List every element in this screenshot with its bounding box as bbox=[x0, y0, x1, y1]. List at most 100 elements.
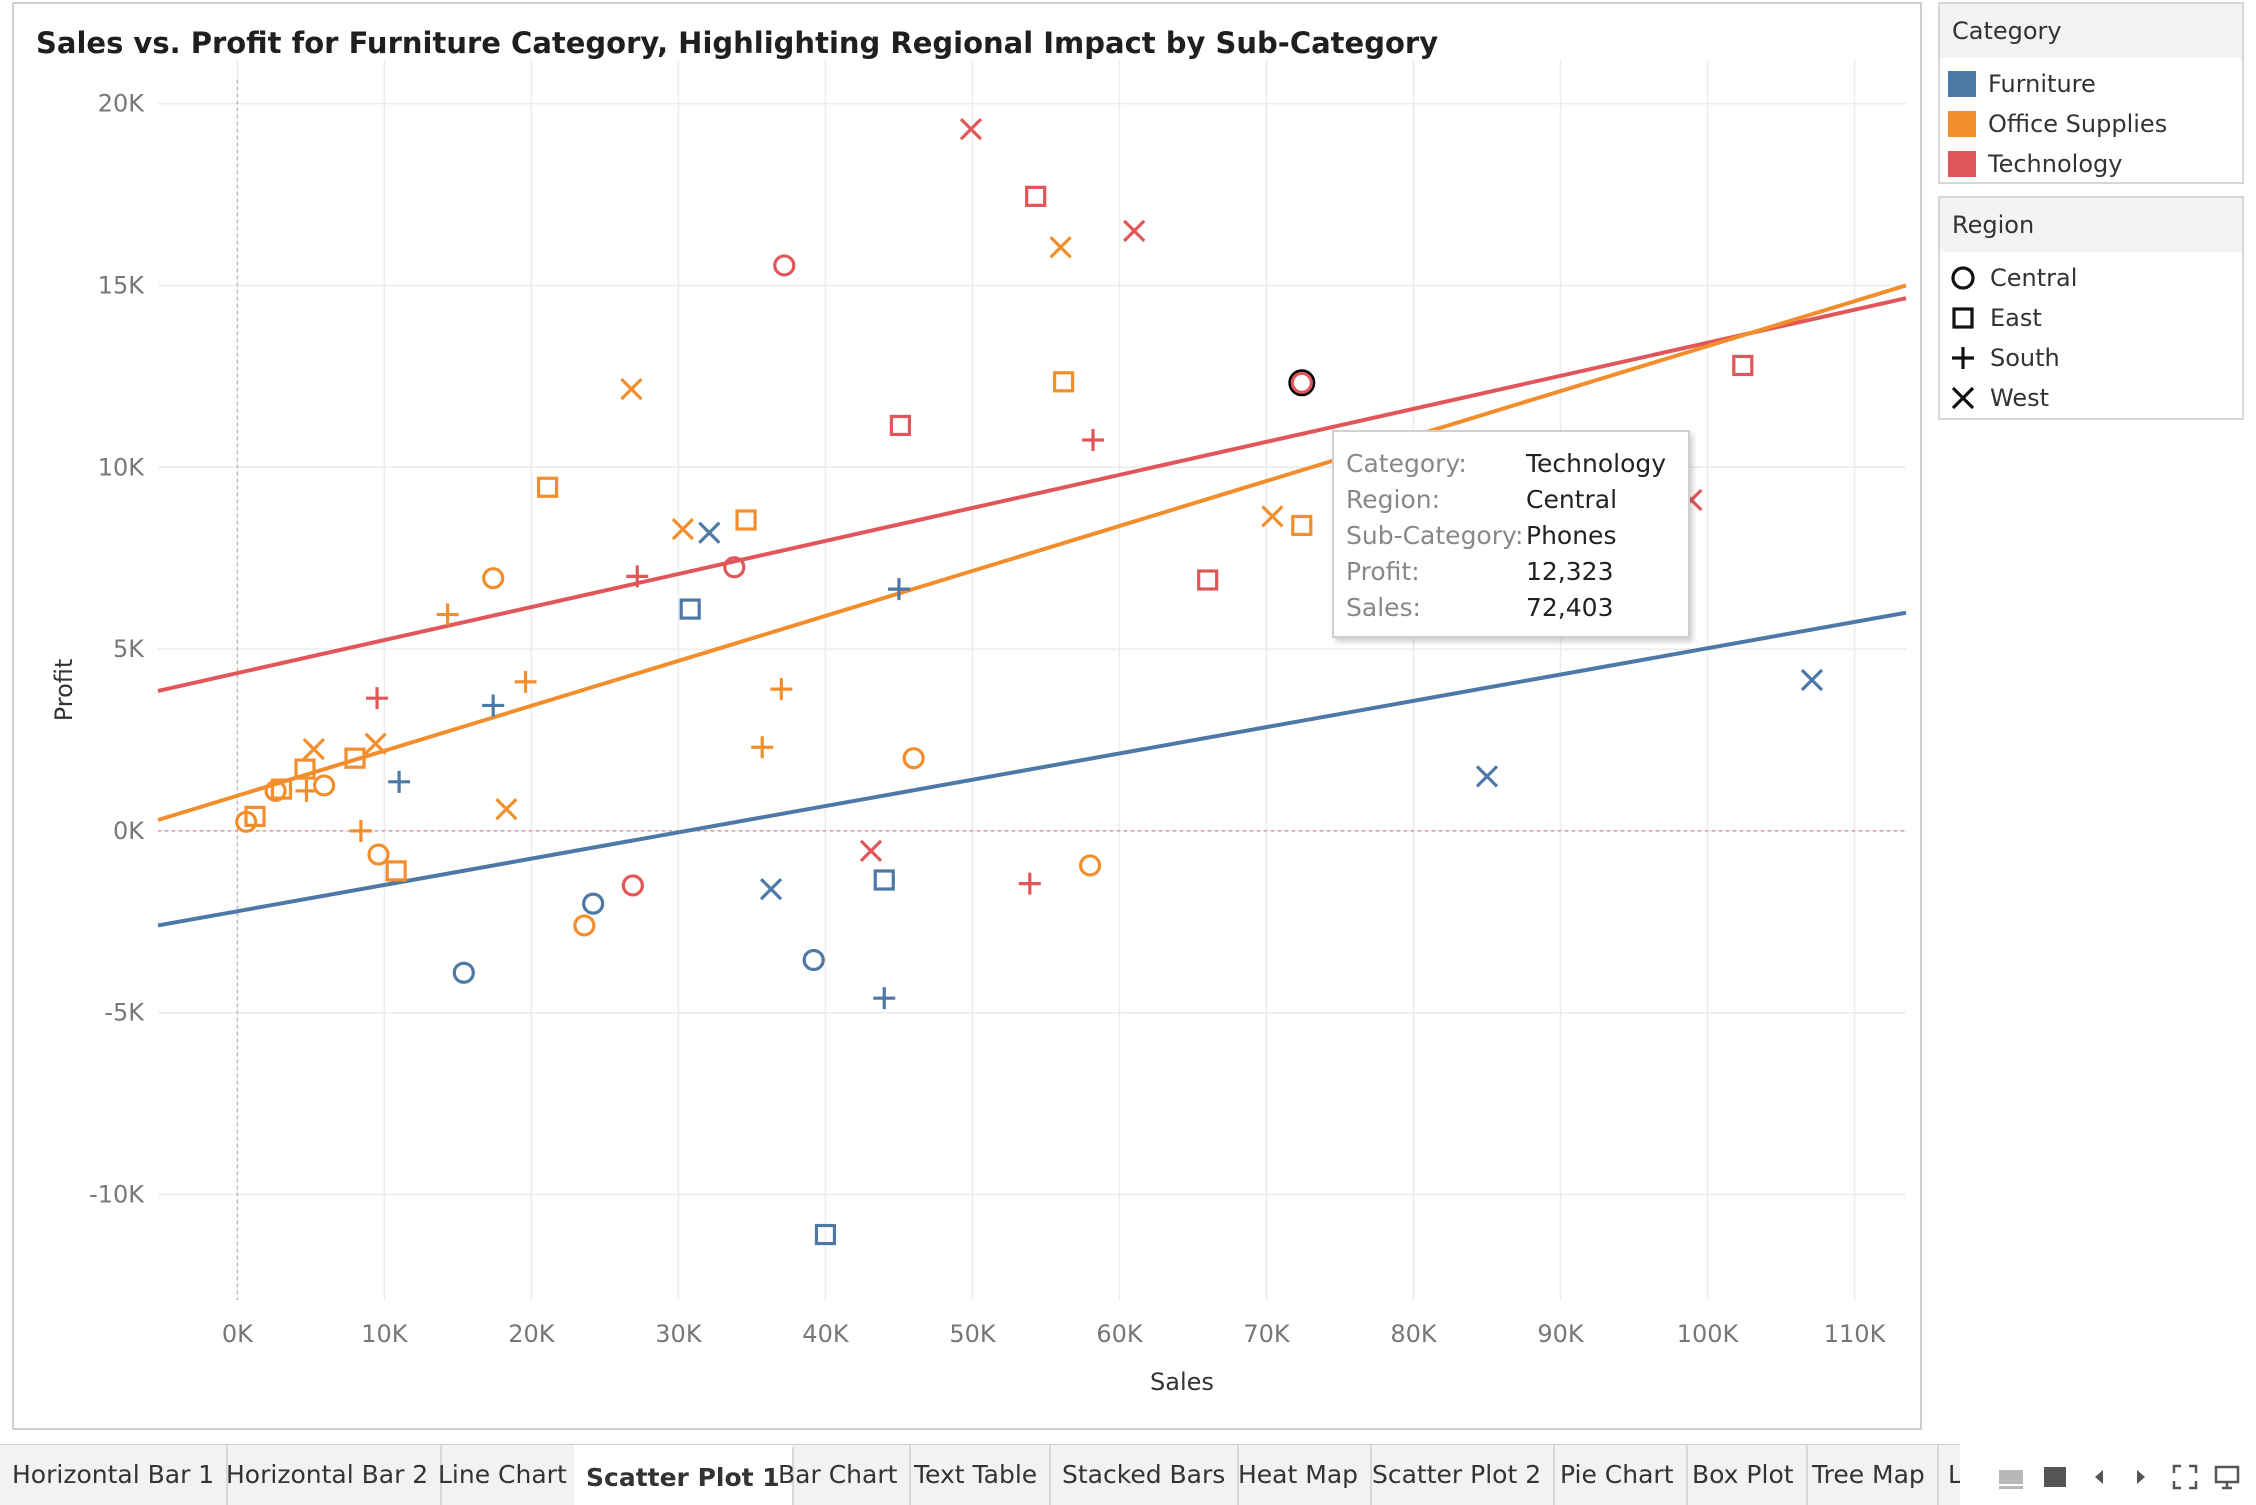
point-office-supplies-circle bbox=[313, 774, 336, 797]
point-office-supplies-square bbox=[1291, 514, 1313, 537]
point-technology-plus bbox=[626, 565, 649, 588]
point-furniture-circle bbox=[802, 948, 825, 972]
point-furniture-square bbox=[814, 1223, 837, 1246]
legend-region-item[interactable]: South bbox=[1940, 338, 2242, 378]
scroll-tabs-right-icon[interactable] bbox=[2126, 1462, 2156, 1492]
sheet-tabs: Horizontal Bar 1 Horizontal Bar 2 Line Cha… bbox=[0, 1444, 1960, 1505]
point-furniture-plus bbox=[887, 578, 910, 601]
square-icon bbox=[1952, 307, 1974, 329]
y-tick-label: 5K bbox=[113, 635, 145, 663]
chart-title: Sales vs. Profit for Furniture Category,… bbox=[36, 26, 1439, 60]
x-tick-label: 20K bbox=[508, 1320, 556, 1348]
sheet-tab[interactable]: Horizontal Bar 1 bbox=[0, 1445, 229, 1505]
point-office-supplies-circle bbox=[482, 567, 505, 590]
x-tick-label: 0K bbox=[222, 1320, 254, 1348]
point-furniture-plus bbox=[482, 694, 505, 717]
x-axis-label: Sales bbox=[1150, 1368, 1214, 1396]
point-office-supplies-cross bbox=[620, 377, 643, 401]
legend-label: Furniture bbox=[1988, 70, 2096, 98]
sheet-tab[interactable]: Pie Chart bbox=[1548, 1445, 1688, 1505]
legend-category-title: Category bbox=[1940, 4, 2242, 58]
point-technology-square bbox=[1732, 354, 1754, 377]
sheet-tab[interactable]: Text Table bbox=[902, 1445, 1052, 1505]
point-furniture-cross bbox=[1800, 668, 1824, 692]
point-furniture-plus bbox=[388, 770, 411, 793]
point-office-supplies-circle bbox=[367, 843, 390, 866]
legend-region: Region Central East South West bbox=[1938, 196, 2244, 420]
point-furniture-cross bbox=[759, 877, 783, 901]
show-filmstrip-icon[interactable] bbox=[1996, 1462, 2026, 1492]
legend-label: Office Supplies bbox=[1988, 110, 2168, 138]
legend-category-item[interactable]: Technology bbox=[1940, 144, 2242, 184]
legend-region-item[interactable]: West bbox=[1940, 378, 2242, 418]
point-technology-plus bbox=[1018, 872, 1041, 895]
point-technology-plus bbox=[1082, 429, 1105, 451]
trend-line-furniture bbox=[157, 610, 1907, 928]
y-tick-label: 15K bbox=[98, 271, 146, 299]
point-technology-cross bbox=[959, 117, 983, 141]
scroll-tabs-left-icon[interactable] bbox=[2084, 1462, 2114, 1492]
x-tick-label: 40K bbox=[802, 1320, 850, 1348]
point-office-supplies-circle bbox=[902, 747, 925, 770]
sheet-tab[interactable]: Stacked Bars bbox=[1050, 1445, 1240, 1505]
sheet-tab[interactable]: Scatter Plot 1 bbox=[574, 1445, 794, 1505]
legend-region-item[interactable]: East bbox=[1940, 298, 2242, 338]
point-office-supplies-plus bbox=[770, 678, 793, 701]
sheet-tab[interactable]: Horizontal Bar 2 bbox=[214, 1445, 443, 1505]
x-tick-label: 70K bbox=[1243, 1320, 1291, 1348]
scatter-plot[interactable]: 0K 10K 20K 30K 40K 50K 60K 70K 80K 90K 100K 110K -10… bbox=[0, 0, 1930, 1440]
legend-label: East bbox=[1990, 304, 2042, 332]
trend-line-technology bbox=[157, 296, 1907, 693]
point-technology-plus bbox=[366, 687, 389, 710]
tooltip-value: Technology bbox=[1526, 449, 1667, 478]
fullscreen-icon[interactable] bbox=[2170, 1462, 2200, 1492]
sheet-tab[interactable]: Tree Map bbox=[1800, 1445, 1939, 1505]
sheet-tab[interactable]: Scatter Plot 2 bbox=[1360, 1445, 1556, 1505]
point-technology-square bbox=[889, 414, 912, 437]
point-technology-circle bbox=[621, 874, 644, 897]
legend-category: Category Furniture Office Supplies Technol… bbox=[1938, 2, 2244, 184]
tooltip-key: Region: bbox=[1346, 485, 1441, 514]
point-furniture-plus bbox=[873, 987, 896, 1010]
chart-frame: Sales vs. Profit for Furniture Category,… bbox=[12, 2, 1922, 1430]
point-furniture-cross bbox=[698, 521, 721, 544]
point-office-supplies-cross bbox=[1049, 236, 1072, 259]
y-tick-label: 10K bbox=[98, 453, 146, 481]
color-swatch bbox=[1948, 151, 1976, 177]
cross-icon bbox=[1951, 386, 1975, 410]
point-office-supplies-circle bbox=[1078, 854, 1102, 877]
sheet-tab[interactable]: Bar Chart bbox=[766, 1445, 912, 1505]
tooltip: Category: Technology Region: Central Sub-Cat… bbox=[1332, 430, 1690, 638]
legend-category-item[interactable]: Office Supplies bbox=[1940, 104, 2242, 144]
legend-label: South bbox=[1990, 344, 2060, 372]
sheet-tab[interactable]: Li bbox=[1936, 1445, 1960, 1505]
tooltip-row: Sales: 72,403 bbox=[1334, 590, 1688, 626]
legend-region-title: Region bbox=[1940, 198, 2242, 252]
tooltip-row: Sub-Category: Phones bbox=[1334, 518, 1688, 554]
x-tick-label: 100K bbox=[1677, 1320, 1740, 1348]
sheet-tab[interactable]: Box Plot bbox=[1680, 1445, 1808, 1505]
trend-line-office-supplies bbox=[157, 283, 1907, 822]
show-tabs-icon[interactable] bbox=[2040, 1462, 2070, 1492]
point-technology-square bbox=[1197, 569, 1219, 591]
x-tick-label: 50K bbox=[949, 1320, 997, 1348]
tooltip-key: Category: bbox=[1346, 449, 1467, 478]
y-tick-label: 0K bbox=[113, 817, 145, 845]
tooltip-row: Profit: 12,323 bbox=[1334, 554, 1688, 590]
sheet-tab[interactable]: Line Chart bbox=[426, 1445, 581, 1505]
point-office-supplies-square bbox=[244, 805, 266, 827]
tooltip-key: Sales: bbox=[1346, 593, 1421, 622]
point-office-supplies-square bbox=[385, 860, 407, 882]
x-tick-label: 10K bbox=[361, 1320, 409, 1348]
circle-icon bbox=[1951, 266, 1975, 290]
sheet-tab[interactable]: Heat Map bbox=[1226, 1445, 1373, 1505]
tooltip-key: Sub-Category: bbox=[1346, 521, 1524, 550]
legend-label: West bbox=[1990, 384, 2050, 412]
point-technology-square bbox=[1025, 185, 1047, 207]
legend-region-item[interactable]: Central bbox=[1940, 258, 2242, 298]
point-office-supplies-plus bbox=[349, 819, 372, 842]
tooltip-key: Profit: bbox=[1346, 557, 1420, 586]
presentation-mode-icon[interactable] bbox=[2212, 1462, 2242, 1492]
y-axis-label: Profit bbox=[50, 659, 78, 722]
legend-category-item[interactable]: Furniture bbox=[1940, 64, 2242, 104]
